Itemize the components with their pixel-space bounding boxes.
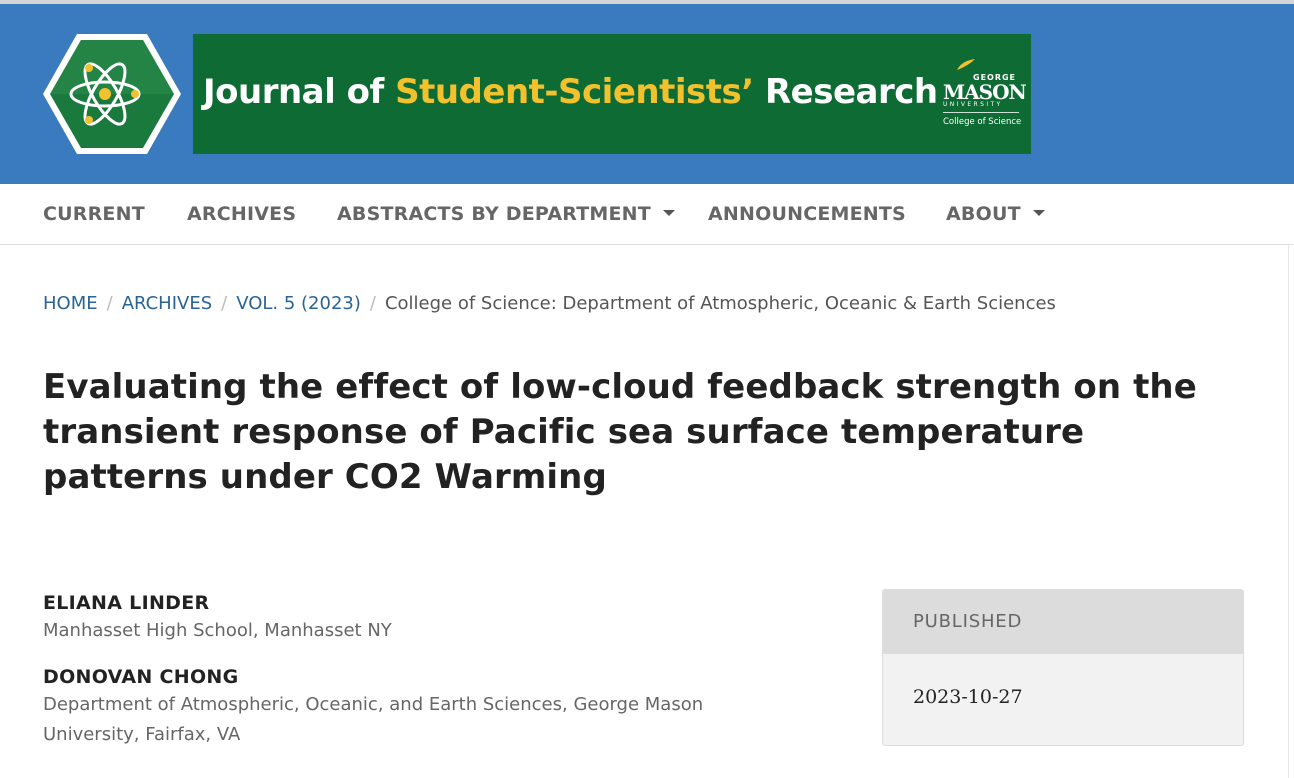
nav-abstracts-by-department[interactable]: ABSTRACTS BY DEPARTMENT — [337, 184, 675, 244]
author-name: ELIANA LINDER — [43, 592, 210, 614]
author-item: ELIANA LINDER Manhasset High School, Man… — [43, 592, 803, 646]
breadcrumb-home[interactable]: HOME — [43, 293, 98, 314]
breadcrumb-separator: / — [106, 293, 113, 314]
author-affiliation: Manhasset High School, Manhasset NY — [43, 620, 392, 641]
university-logo: GEORGE MASON UNIVERSITY College of Scien… — [943, 56, 1027, 136]
nav-archives[interactable]: ARCHIVES — [187, 184, 296, 244]
top-border — [0, 0, 1294, 4]
published-label: PUBLISHED — [883, 590, 1243, 654]
university-george: GEORGE — [973, 73, 1017, 82]
author-item: DONOVAN CHONG Department of Atmospheric,… — [43, 666, 803, 750]
nav-abstracts-label: ABSTRACTS BY DEPARTMENT — [337, 203, 651, 225]
breadcrumb-volume[interactable]: VOL. 5 (2023) — [236, 293, 361, 314]
nav-current[interactable]: CURRENT — [43, 184, 145, 244]
leaf-icon — [957, 59, 975, 70]
author-name: DONOVAN CHONG — [43, 666, 239, 688]
nav-announcements[interactable]: ANNOUNCEMENTS — [708, 184, 906, 244]
nav-about-label: ABOUT — [946, 203, 1021, 225]
breadcrumb-separator: / — [221, 293, 228, 314]
university-label: UNIVERSITY — [943, 101, 1003, 108]
author-list: ELIANA LINDER Manhasset High School, Man… — [43, 592, 803, 750]
logo-divider — [943, 112, 1019, 113]
author-affiliation: Department of Atmospheric, Oceanic, and … — [43, 694, 704, 745]
journal-title-part2: Research — [753, 72, 938, 112]
published-date: 2023-10-27 — [913, 686, 1023, 708]
nav-archives-label: ARCHIVES — [187, 203, 297, 225]
breadcrumb-separator: / — [369, 293, 376, 314]
journal-title: Journal of Student-Scientists’ Research — [203, 72, 938, 112]
caret-down-icon — [662, 209, 675, 216]
nav-about[interactable]: ABOUT — [946, 184, 1045, 244]
college-label: College of Science — [943, 117, 1022, 127]
published-panel: PUBLISHED 2023-10-27 — [882, 589, 1244, 746]
atom-hexagon-icon — [43, 34, 181, 154]
breadcrumb: HOME / ARCHIVES / VOL. 5 (2023) / College of S… — [43, 293, 1056, 314]
university-mason: MASON — [943, 80, 1027, 104]
journal-title-highlight: Student-Scientists’ — [395, 72, 754, 112]
site-header: Journal of Student-Scientists’ Research … — [0, 4, 1294, 184]
nav-announcements-label: ANNOUNCEMENTS — [708, 203, 906, 225]
article-title: Evaluating the effect of low-cloud feedb… — [43, 367, 1197, 497]
main-nav: CURRENT ARCHIVES ABSTRACTS BY DEPARTMENT… — [0, 184, 1294, 245]
journal-title-part1: Journal of — [203, 72, 396, 112]
breadcrumb-archives[interactable]: ARCHIVES — [121, 293, 213, 314]
content-border — [1288, 244, 1289, 778]
journal-banner[interactable]: Journal of Student-Scientists’ Research … — [43, 34, 1031, 154]
caret-down-icon — [1032, 209, 1045, 216]
nav-current-label: CURRENT — [43, 203, 145, 225]
breadcrumb-current: College of Science: Department of Atmosp… — [384, 293, 1056, 314]
